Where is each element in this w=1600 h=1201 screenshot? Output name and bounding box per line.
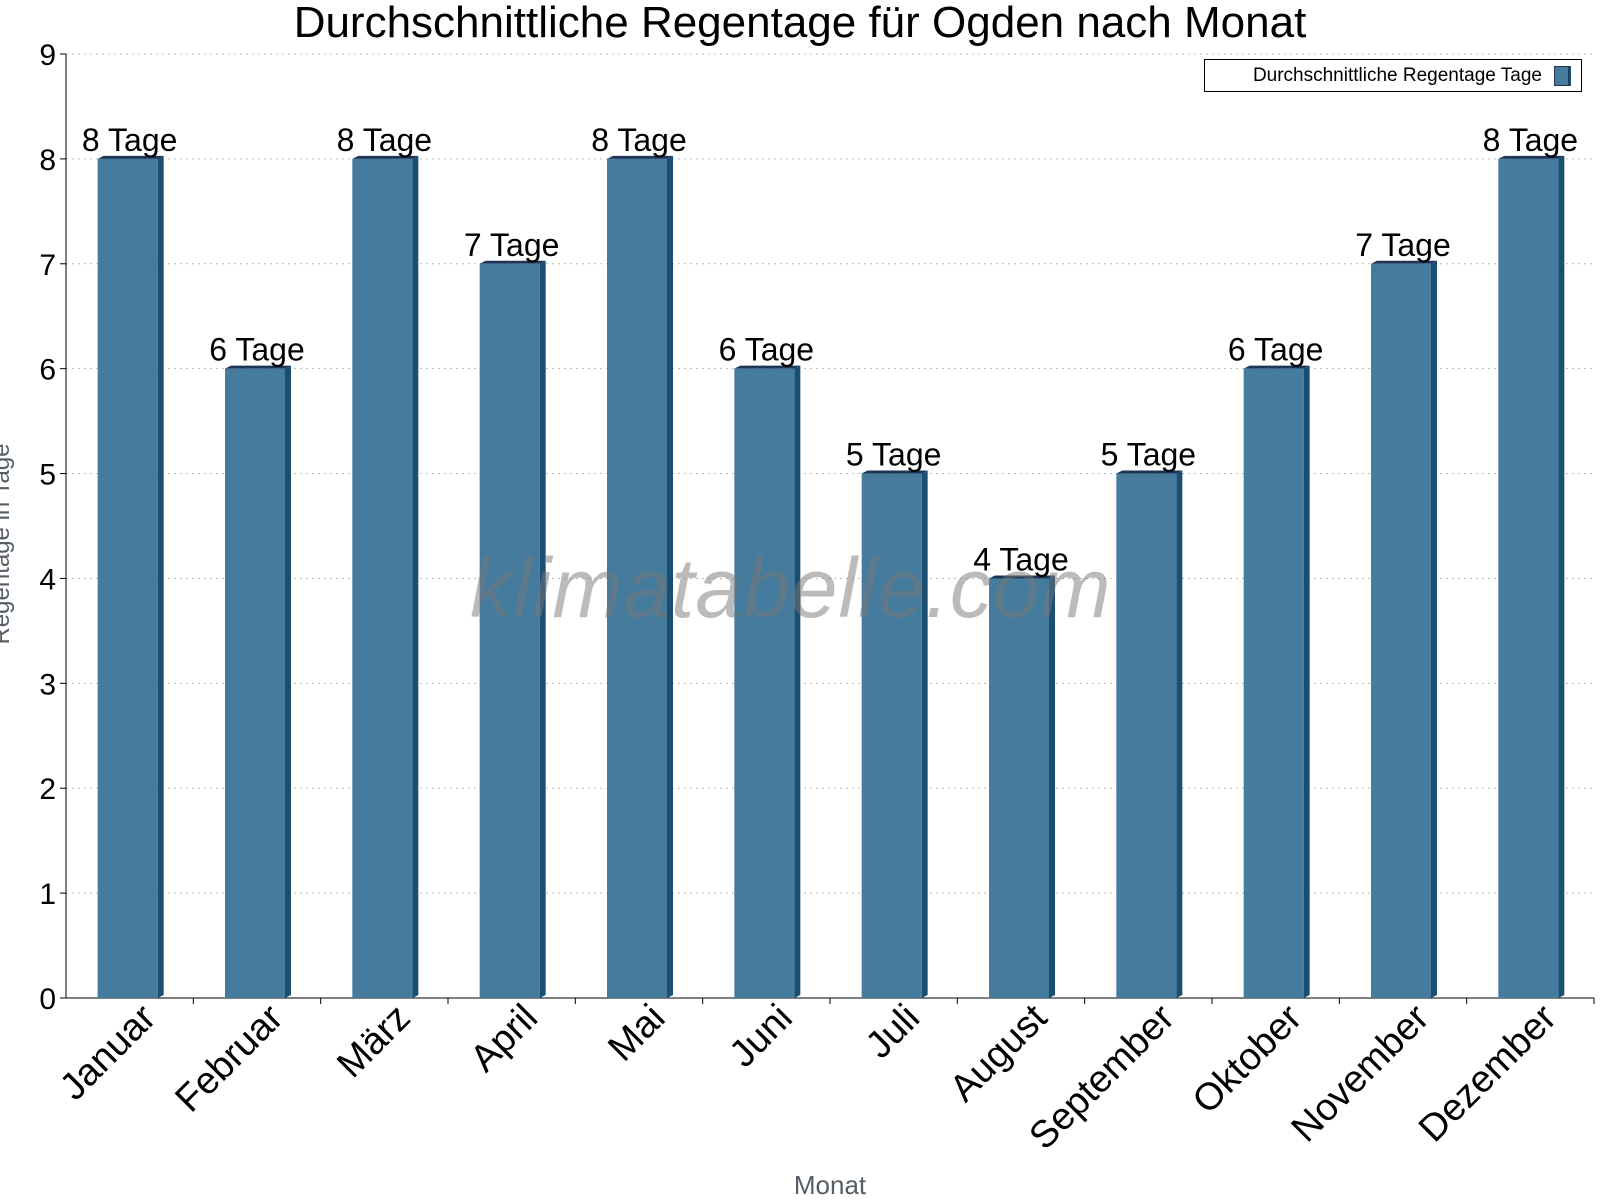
bar-value-label: 6 Tage	[719, 332, 815, 368]
bar-value-label: 8 Tage	[82, 122, 178, 158]
y-tick-label: 8	[39, 144, 56, 177]
x-tick-label: November	[1284, 996, 1438, 1150]
bar-top	[989, 575, 1055, 579]
bar-value-label: 8 Tage	[1483, 122, 1579, 158]
bar-side	[667, 155, 673, 998]
bar-top	[1116, 470, 1183, 474]
bar-value-label: 8 Tage	[591, 122, 687, 158]
bar-value-label: 8 Tage	[337, 122, 433, 158]
bar-value-label: 5 Tage	[1101, 437, 1197, 473]
bar	[1498, 158, 1559, 998]
bar-value-label: 4 Tage	[973, 541, 1069, 577]
bar	[479, 263, 540, 998]
bar-side	[1558, 155, 1565, 998]
bar-top	[861, 470, 928, 474]
bar-top	[97, 155, 164, 159]
bar-value-label: 6 Tage	[1228, 332, 1324, 368]
bar-value-label: 7 Tage	[464, 227, 560, 263]
x-tick-label: Oktober	[1185, 996, 1311, 1122]
bar-side	[157, 155, 164, 998]
bar-side	[1303, 365, 1310, 999]
bar	[1371, 263, 1431, 998]
bar-top	[734, 365, 801, 369]
x-axis-label: Monat	[793, 1170, 867, 1200]
bar	[1243, 368, 1304, 999]
bar	[607, 158, 667, 998]
y-tick-label: 3	[39, 668, 56, 701]
bar	[97, 158, 158, 998]
x-tick-label: Februar	[168, 996, 292, 1120]
bar-side	[539, 260, 546, 998]
bar-side	[285, 365, 291, 999]
bar-value-label: 5 Tage	[846, 437, 942, 473]
bar	[352, 158, 413, 998]
y-tick-label: 4	[39, 563, 56, 596]
x-tick-label: Januar	[52, 996, 164, 1108]
x-tick-label: August	[942, 996, 1056, 1110]
y-tick-label: 5	[39, 459, 56, 492]
x-tick-label: März	[329, 997, 418, 1086]
y-tick-label: 2	[39, 773, 56, 806]
bar	[1116, 473, 1177, 998]
x-tick-label: Mai	[600, 997, 673, 1070]
x-tick-label: Dezember	[1411, 996, 1565, 1150]
bar	[861, 473, 922, 998]
x-tick-label: Juni	[722, 997, 801, 1076]
bar-top	[479, 260, 546, 264]
bar	[225, 368, 285, 999]
x-tick-label: Juli	[858, 997, 928, 1067]
y-tick-label: 0	[39, 983, 56, 1016]
bar-value-label: 6 Tage	[209, 332, 305, 368]
watermark-text: klimatabelle.com	[470, 541, 1112, 635]
bar-top	[225, 365, 291, 369]
bar-top	[1498, 155, 1565, 159]
chart-legend: Durchschnittliche Regentage Tage	[1204, 59, 1582, 92]
bar-value-label: 7 Tage	[1355, 227, 1451, 263]
bar-side	[1049, 575, 1055, 998]
legend-swatch	[1554, 65, 1569, 86]
bar-top	[607, 155, 673, 159]
y-tick-label: 1	[39, 878, 56, 911]
bar	[989, 578, 1049, 998]
bar-side	[794, 365, 801, 999]
y-tick-label: 9	[39, 39, 56, 72]
bar-side	[1431, 260, 1437, 998]
bar-top	[1371, 260, 1437, 264]
y-tick-label: 7	[39, 249, 56, 282]
chart-title: Durchschnittliche Regentage für Ogden na…	[293, 0, 1307, 47]
y-tick-label: 6	[39, 354, 56, 387]
bar-top	[1243, 365, 1310, 369]
bar-top	[352, 155, 419, 159]
x-tick-label: April	[463, 997, 546, 1080]
legend-label: Durchschnittliche Regentage Tage	[1252, 64, 1542, 86]
bar-side	[921, 470, 928, 998]
bar	[734, 368, 795, 999]
y-axis-label-text: Regentage in Tage	[0, 443, 15, 645]
bar-side	[1176, 470, 1183, 998]
bar-side	[412, 155, 419, 998]
